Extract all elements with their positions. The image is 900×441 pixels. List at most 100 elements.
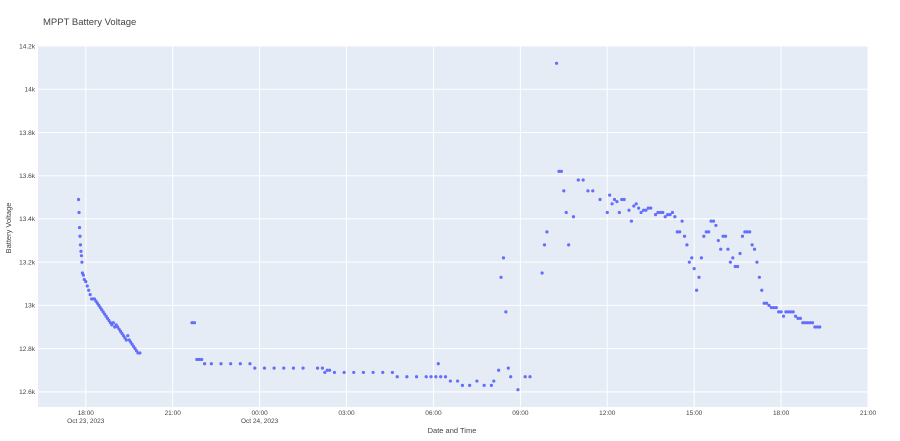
data-point bbox=[813, 325, 817, 329]
x-tick-label: 06:00 bbox=[425, 410, 442, 417]
data-point bbox=[649, 206, 653, 210]
data-point bbox=[262, 366, 267, 370]
data-point bbox=[78, 234, 82, 238]
data-point bbox=[767, 303, 771, 308]
x-tick-label: 12:00 bbox=[599, 410, 616, 417]
data-point bbox=[567, 243, 571, 247]
data-point bbox=[762, 301, 766, 305]
data-point bbox=[448, 379, 452, 383]
data-point bbox=[76, 197, 81, 202]
x-tick-label: 21:00 bbox=[165, 410, 182, 417]
data-point bbox=[653, 213, 658, 217]
y-axis-title: Battery Voltage bbox=[4, 203, 13, 254]
data-point bbox=[320, 366, 324, 370]
data-point bbox=[468, 383, 472, 387]
data-point bbox=[796, 316, 800, 320]
data-point bbox=[492, 379, 496, 383]
data-point bbox=[460, 383, 465, 387]
x-tick-label: 09:00 bbox=[512, 410, 529, 417]
data-point bbox=[395, 375, 399, 379]
data-point bbox=[253, 366, 257, 370]
data-point bbox=[219, 362, 223, 366]
data-point bbox=[571, 215, 576, 219]
data-point bbox=[803, 321, 807, 325]
data-point bbox=[608, 193, 612, 197]
data-point bbox=[637, 206, 641, 210]
data-point bbox=[784, 310, 788, 314]
data-point bbox=[658, 210, 662, 215]
y-tick-label: 13.6k bbox=[19, 173, 36, 180]
data-point bbox=[699, 256, 704, 260]
data-point bbox=[282, 366, 286, 370]
data-point bbox=[772, 305, 776, 310]
data-point bbox=[200, 357, 204, 362]
data-points bbox=[76, 61, 822, 392]
data-point bbox=[610, 202, 614, 206]
gridlines bbox=[38, 45, 869, 407]
data-point bbox=[598, 197, 602, 202]
data-point bbox=[670, 210, 675, 215]
data-point bbox=[682, 234, 687, 238]
x-tick-label: 21:00 bbox=[860, 410, 877, 417]
data-point bbox=[690, 256, 694, 260]
data-point bbox=[760, 288, 764, 292]
data-point bbox=[88, 292, 92, 297]
data-point bbox=[197, 357, 201, 362]
data-point bbox=[429, 375, 433, 379]
x-tick-label: 18:00 bbox=[78, 410, 95, 417]
data-point bbox=[755, 260, 759, 264]
data-point bbox=[615, 200, 619, 204]
x-tick-label: 00:00 bbox=[251, 410, 268, 417]
data-point bbox=[523, 375, 527, 379]
data-point bbox=[77, 225, 82, 230]
data-point bbox=[581, 178, 585, 182]
data-point bbox=[528, 375, 532, 379]
data-point bbox=[629, 219, 634, 223]
data-point bbox=[540, 271, 544, 275]
data-point bbox=[680, 219, 684, 223]
data-point bbox=[497, 368, 501, 372]
data-point bbox=[793, 314, 798, 318]
data-point bbox=[434, 375, 438, 379]
data-point bbox=[78, 243, 83, 247]
data-point bbox=[238, 362, 242, 366]
data-point bbox=[668, 213, 672, 217]
data-point bbox=[79, 249, 83, 253]
data-point bbox=[714, 223, 718, 228]
data-point bbox=[731, 256, 735, 260]
data-point bbox=[126, 334, 130, 338]
data-point bbox=[709, 219, 713, 223]
data-point bbox=[663, 215, 667, 219]
data-point bbox=[641, 208, 646, 212]
data-point bbox=[443, 375, 448, 379]
data-point bbox=[810, 321, 815, 325]
data-point bbox=[685, 243, 689, 247]
data-point bbox=[656, 210, 660, 215]
data-point bbox=[661, 210, 665, 215]
y-tick-label: 12.6k bbox=[19, 389, 36, 396]
y-tick-label: 13.4k bbox=[19, 216, 36, 223]
data-point bbox=[639, 210, 643, 215]
data-point bbox=[692, 267, 696, 271]
data-point bbox=[229, 362, 233, 366]
data-point bbox=[736, 264, 740, 269]
data-point bbox=[728, 260, 732, 264]
data-point bbox=[721, 234, 725, 238]
data-point bbox=[381, 370, 385, 375]
data-point bbox=[87, 288, 91, 292]
data-point bbox=[81, 273, 85, 277]
data-point bbox=[757, 275, 761, 279]
data-point bbox=[726, 247, 730, 251]
data-point bbox=[719, 247, 723, 251]
data-point bbox=[743, 230, 747, 234]
data-point bbox=[475, 379, 479, 383]
data-point bbox=[371, 370, 375, 375]
data-point bbox=[562, 189, 566, 193]
data-point bbox=[315, 366, 320, 370]
y-tick-label: 14k bbox=[25, 87, 36, 94]
data-point bbox=[301, 366, 305, 370]
data-point bbox=[325, 368, 329, 372]
data-point bbox=[509, 375, 513, 379]
data-point bbox=[808, 321, 812, 325]
